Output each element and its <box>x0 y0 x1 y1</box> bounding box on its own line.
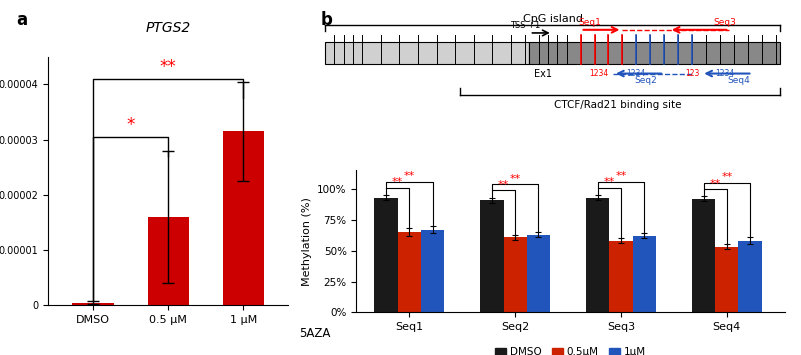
Bar <box>481 200 504 312</box>
Title: PTGS2: PTGS2 <box>146 21 191 35</box>
Text: **: ** <box>615 171 626 181</box>
Bar <box>398 232 421 312</box>
Legend: DMSO, 0.5μM, 1μM: DMSO, 0.5μM, 1μM <box>491 343 650 355</box>
Text: CpG island: CpG island <box>523 13 582 23</box>
Bar <box>586 198 610 312</box>
Text: **: ** <box>604 177 615 187</box>
Bar <box>739 241 762 312</box>
Text: Ex1: Ex1 <box>534 69 552 79</box>
Bar <box>147 217 189 305</box>
Text: CTCF/Rad21 binding site: CTCF/Rad21 binding site <box>554 100 682 110</box>
Text: **: ** <box>404 171 415 181</box>
Text: Seq1: Seq1 <box>578 18 602 27</box>
Text: 1234: 1234 <box>626 69 646 78</box>
Bar <box>374 198 398 312</box>
Bar <box>633 236 656 312</box>
Bar <box>325 42 529 64</box>
Text: **: ** <box>160 58 176 76</box>
Text: **: ** <box>392 177 404 187</box>
Text: **: ** <box>498 180 509 190</box>
Bar <box>72 302 114 305</box>
Text: a: a <box>16 11 27 29</box>
Text: Seq2: Seq2 <box>634 76 657 85</box>
Bar <box>529 42 780 64</box>
Text: *: * <box>127 116 135 134</box>
Text: 1234: 1234 <box>715 69 735 78</box>
Text: 1234: 1234 <box>590 69 609 78</box>
Text: **: ** <box>721 173 732 182</box>
Text: Seq3: Seq3 <box>713 18 736 27</box>
Text: b: b <box>320 11 332 29</box>
Text: **: ** <box>509 174 521 184</box>
Bar <box>715 247 739 312</box>
Bar <box>610 241 633 312</box>
Y-axis label: Methylation (%): Methylation (%) <box>302 197 312 286</box>
Bar <box>223 131 264 305</box>
Bar <box>527 235 550 312</box>
Bar <box>421 230 445 312</box>
Text: 123: 123 <box>685 69 699 78</box>
Text: 5AZA: 5AZA <box>300 327 331 340</box>
Text: Seq4: Seq4 <box>727 76 750 85</box>
Bar <box>504 237 527 312</box>
Bar <box>692 199 715 312</box>
Text: TSS +1: TSS +1 <box>509 21 540 30</box>
Text: **: ** <box>710 179 721 189</box>
